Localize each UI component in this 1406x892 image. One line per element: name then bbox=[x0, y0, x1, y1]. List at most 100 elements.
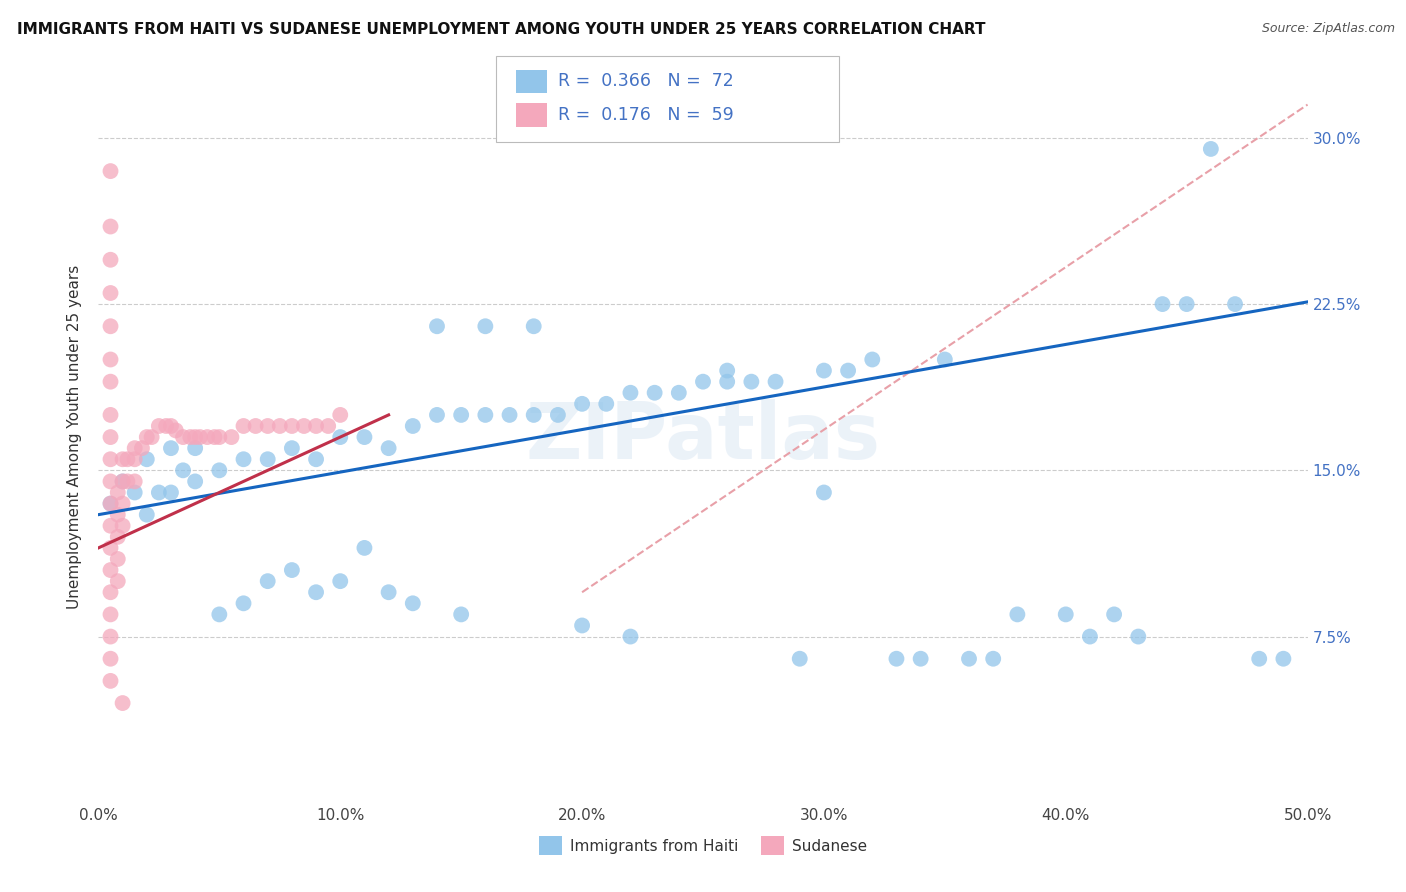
Point bbox=[619, 630, 641, 644]
Point bbox=[124, 485, 146, 500]
Point bbox=[160, 485, 183, 500]
Point bbox=[305, 585, 328, 599]
Point bbox=[353, 541, 375, 555]
Point bbox=[305, 452, 328, 467]
Point bbox=[1102, 607, 1125, 622]
Point bbox=[111, 452, 134, 467]
Point bbox=[107, 552, 129, 566]
Point bbox=[716, 363, 738, 377]
Text: R =  0.366   N =  72: R = 0.366 N = 72 bbox=[558, 72, 734, 90]
Point bbox=[165, 424, 187, 438]
Point bbox=[160, 441, 183, 455]
Point bbox=[100, 475, 122, 489]
Point bbox=[740, 375, 762, 389]
Point bbox=[256, 419, 278, 434]
Point bbox=[131, 441, 153, 455]
Point bbox=[172, 463, 194, 477]
Point bbox=[100, 630, 122, 644]
Point bbox=[1007, 607, 1029, 622]
Point bbox=[124, 441, 146, 455]
Point bbox=[100, 518, 122, 533]
Point bbox=[111, 497, 134, 511]
Point bbox=[188, 430, 211, 444]
Point bbox=[208, 463, 231, 477]
Point bbox=[329, 408, 352, 422]
Point bbox=[281, 563, 304, 577]
Point bbox=[100, 563, 122, 577]
Point bbox=[269, 419, 291, 434]
Point bbox=[644, 385, 666, 400]
Point bbox=[1152, 297, 1174, 311]
Point bbox=[595, 397, 617, 411]
Point bbox=[256, 452, 278, 467]
Point bbox=[232, 596, 254, 610]
Point bbox=[281, 441, 304, 455]
Point bbox=[716, 375, 738, 389]
Point bbox=[117, 452, 139, 467]
Point bbox=[124, 475, 146, 489]
Point bbox=[141, 430, 163, 444]
Point bbox=[100, 285, 122, 300]
Text: IMMIGRANTS FROM HAITI VS SUDANESE UNEMPLOYMENT AMONG YOUTH UNDER 25 YEARS CORREL: IMMIGRANTS FROM HAITI VS SUDANESE UNEMPL… bbox=[17, 22, 986, 37]
Point bbox=[1223, 297, 1246, 311]
Point bbox=[571, 618, 593, 632]
Point bbox=[100, 430, 122, 444]
Point bbox=[1128, 630, 1150, 644]
Point bbox=[100, 651, 122, 665]
Point bbox=[100, 252, 122, 267]
Point bbox=[100, 219, 122, 234]
Point bbox=[1199, 142, 1222, 156]
Point bbox=[426, 408, 449, 422]
Point bbox=[195, 430, 218, 444]
Point bbox=[256, 574, 278, 589]
Point bbox=[957, 651, 980, 665]
Point bbox=[160, 419, 183, 434]
Point bbox=[1054, 607, 1077, 622]
Point bbox=[329, 430, 352, 444]
Point bbox=[100, 375, 122, 389]
Point bbox=[402, 419, 425, 434]
Point bbox=[329, 574, 352, 589]
Point bbox=[172, 430, 194, 444]
Point bbox=[571, 397, 593, 411]
Point bbox=[619, 385, 641, 400]
Legend: Immigrants from Haiti, Sudanese: Immigrants from Haiti, Sudanese bbox=[533, 830, 873, 861]
Point bbox=[111, 518, 134, 533]
Point bbox=[765, 375, 787, 389]
Point bbox=[100, 541, 122, 555]
Point bbox=[245, 419, 267, 434]
Point bbox=[179, 430, 201, 444]
Point bbox=[107, 530, 129, 544]
Point bbox=[135, 508, 157, 522]
Point bbox=[100, 164, 122, 178]
Point bbox=[292, 419, 315, 434]
Point bbox=[100, 497, 122, 511]
Point bbox=[148, 485, 170, 500]
Point bbox=[316, 419, 339, 434]
Point bbox=[208, 430, 231, 444]
Point bbox=[837, 363, 859, 377]
Point bbox=[135, 452, 157, 467]
Point bbox=[100, 607, 122, 622]
Point bbox=[305, 419, 328, 434]
Point bbox=[450, 607, 472, 622]
Point bbox=[100, 408, 122, 422]
Point bbox=[402, 596, 425, 610]
Text: R =  0.176   N =  59: R = 0.176 N = 59 bbox=[558, 106, 734, 124]
Point bbox=[281, 419, 304, 434]
Point bbox=[111, 475, 134, 489]
Point bbox=[377, 585, 399, 599]
Point bbox=[981, 651, 1004, 665]
Point bbox=[117, 475, 139, 489]
Point bbox=[474, 408, 496, 422]
Point bbox=[148, 419, 170, 434]
Point bbox=[547, 408, 569, 422]
Point bbox=[498, 408, 520, 422]
Point bbox=[474, 319, 496, 334]
Point bbox=[910, 651, 932, 665]
Point bbox=[426, 319, 449, 334]
Point bbox=[100, 319, 122, 334]
Point bbox=[1175, 297, 1198, 311]
Point bbox=[886, 651, 908, 665]
Point bbox=[934, 352, 956, 367]
